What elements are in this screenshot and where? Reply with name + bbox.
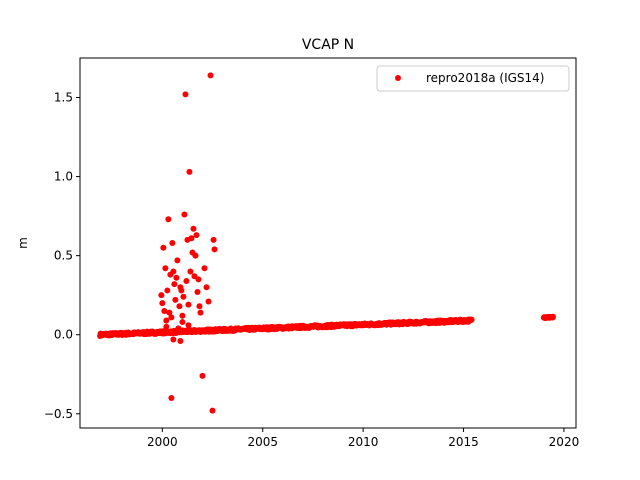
outlier-point	[163, 323, 170, 330]
outlier-point	[183, 277, 190, 284]
outlier-point	[166, 309, 173, 316]
outlier-point	[187, 268, 194, 275]
outlier-point	[164, 287, 171, 294]
outlier-point	[176, 303, 183, 310]
outlier-point	[190, 225, 197, 232]
y-tick-label: 0.5	[54, 249, 73, 263]
data-point	[549, 313, 556, 320]
x-tick-label: 2015	[448, 435, 479, 449]
outlier-point	[175, 325, 182, 332]
outlier-point	[173, 274, 180, 281]
y-tick-label: −0.5	[44, 407, 73, 421]
outlier-point	[170, 268, 177, 275]
outlier-point	[186, 168, 193, 175]
y-axis-ticks: −0.5 0.0 0.5 1.0 1.5	[44, 91, 80, 421]
outlier-point	[181, 211, 188, 218]
x-tick-label: 2010	[348, 435, 379, 449]
outlier-point	[196, 303, 203, 310]
outlier-point	[170, 336, 177, 343]
outlier-point	[193, 232, 200, 239]
outlier-point	[180, 293, 187, 300]
x-axis-ticks: 2000 2005 2010 2015 2020	[147, 428, 579, 449]
legend-marker	[395, 75, 401, 81]
outlier-point	[191, 273, 198, 280]
outlier-point	[210, 236, 217, 243]
chart-title: VCAP N	[302, 37, 354, 53]
y-axis-label: m	[16, 237, 30, 249]
outlier-point	[178, 287, 185, 294]
y-tick-label: 1.0	[54, 170, 73, 184]
outlier-point	[207, 72, 214, 79]
outlier-point	[194, 289, 201, 296]
outlier-point	[168, 314, 175, 321]
outlier-point	[188, 235, 195, 242]
outlier-point	[185, 322, 192, 329]
outlier-point	[159, 300, 166, 307]
outlier-point	[171, 281, 178, 288]
legend-label: repro2018a (IGS14)	[426, 71, 544, 85]
legend-box	[376, 65, 570, 92]
outlier-point	[162, 265, 169, 272]
legend: repro2018a (IGS14)	[376, 65, 570, 92]
outlier-point	[205, 298, 212, 305]
outlier-point	[169, 240, 176, 246]
outlier-point	[179, 312, 186, 319]
outlier-point	[182, 91, 189, 98]
outlier-point	[168, 394, 175, 401]
data-point	[468, 316, 475, 323]
outlier-point	[203, 284, 210, 291]
outlier-point	[158, 292, 165, 299]
outlier-point	[163, 317, 170, 324]
plot-area-frame	[79, 57, 577, 429]
outlier-point	[172, 296, 179, 303]
x-tick-label: 2005	[247, 435, 278, 449]
outlier-point	[160, 244, 167, 251]
x-tick-label: 2020	[549, 435, 580, 449]
data-points	[97, 72, 556, 414]
outlier-point	[177, 338, 184, 345]
outlier-point	[179, 319, 186, 326]
outlier-point	[185, 301, 192, 308]
outlier-point	[174, 257, 181, 264]
y-tick-label: 0.0	[54, 328, 73, 342]
outlier-point	[211, 246, 218, 253]
outlier-point	[161, 307, 168, 314]
x-tick-label: 2000	[147, 435, 178, 449]
outlier-point	[195, 276, 202, 283]
outlier-point	[201, 265, 208, 272]
outlier-point	[197, 309, 204, 316]
outlier-point	[209, 407, 216, 414]
outlier-point	[199, 372, 206, 379]
outlier-point	[165, 216, 172, 223]
y-tick-label: 1.5	[54, 91, 73, 105]
outlier-point	[192, 252, 199, 259]
